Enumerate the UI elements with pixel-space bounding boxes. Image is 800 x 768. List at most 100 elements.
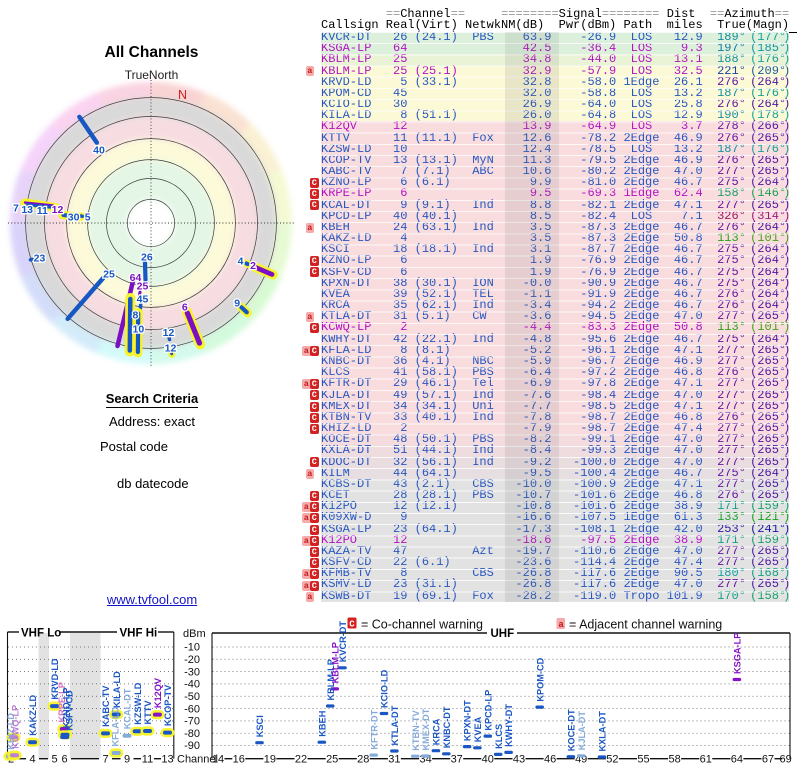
svg-text:KLCS: KLCS xyxy=(494,724,504,749)
svg-text:26: 26 xyxy=(141,252,153,264)
svg-text:-20: -20 xyxy=(184,654,200,666)
svg-text:69: 69 xyxy=(779,753,791,765)
svg-text:64: 64 xyxy=(731,753,743,765)
svg-text:KFTR-DT: KFTR-DT xyxy=(369,709,379,749)
svg-text:11: 11 xyxy=(142,753,153,765)
svg-text:KBEH: KBEH xyxy=(317,710,327,736)
svg-text:KRPE-LP: KRPE-LP xyxy=(57,682,67,722)
svg-text:7: 7 xyxy=(13,203,19,215)
svg-text:4: 4 xyxy=(29,753,35,765)
svg-text:43: 43 xyxy=(513,753,525,765)
svg-text:KBLM-LP: KBLM-LP xyxy=(330,642,340,683)
svg-text:55: 55 xyxy=(637,753,649,765)
svg-text:KTLA-DT: KTLA-DT xyxy=(390,705,400,745)
svg-text:6: 6 xyxy=(61,753,67,765)
svg-text:30: 30 xyxy=(68,211,80,223)
svg-text:25: 25 xyxy=(137,281,149,293)
svg-text:12: 12 xyxy=(52,204,64,216)
svg-text:KHIZ-LD: KHIZ-LD xyxy=(6,713,16,750)
svg-text:Channel: Channel xyxy=(177,754,218,766)
svg-text:KCAL-DT: KCAL-DT xyxy=(123,688,133,729)
svg-text:58: 58 xyxy=(668,753,680,765)
svg-text:9: 9 xyxy=(124,753,130,765)
svg-text:KABC-TV: KABC-TV xyxy=(101,685,111,727)
svg-text:KCWQ-LP: KCWQ-LP xyxy=(11,705,21,749)
svg-text:25: 25 xyxy=(103,269,115,281)
svg-text:46: 46 xyxy=(544,753,556,765)
svg-text:4: 4 xyxy=(238,256,244,268)
svg-text:UHF: UHF xyxy=(491,628,515,640)
svg-text:KRVD-LD: KRVD-LD xyxy=(50,658,60,700)
svg-text:40: 40 xyxy=(482,753,494,765)
svg-text:40: 40 xyxy=(93,145,105,157)
svg-text:25: 25 xyxy=(326,753,338,765)
svg-text:KFLA-LD: KFLA-LD xyxy=(110,706,120,746)
svg-text:10: 10 xyxy=(133,324,145,336)
svg-text:KNBC-DT: KNBC-DT xyxy=(442,706,452,748)
svg-text:KTTV: KTTV xyxy=(143,700,153,725)
svg-text:KCIO-LD: KCIO-LD xyxy=(380,669,390,708)
svg-text:KSGA-LP: KSGA-LP xyxy=(733,633,743,674)
svg-text:K12QV: K12QV xyxy=(153,677,163,708)
svg-text:-60: -60 xyxy=(184,703,200,715)
svg-text:KVCR-DT: KVCR-DT xyxy=(338,621,348,663)
svg-text:KILA-LD: KILA-LD xyxy=(112,671,122,708)
svg-text:KSFV-CD: KSFV-CD xyxy=(64,690,74,731)
svg-text:-70: -70 xyxy=(184,716,200,728)
svg-text:KWHY-DT: KWHY-DT xyxy=(504,704,514,747)
svg-text:22: 22 xyxy=(295,753,307,765)
svg-text:23: 23 xyxy=(34,253,46,265)
svg-text:45: 45 xyxy=(137,294,149,306)
svg-text:12: 12 xyxy=(163,327,175,339)
svg-text:6: 6 xyxy=(182,301,188,313)
svg-text:KBLM-LP: KBLM-LP xyxy=(326,659,336,700)
svg-text:2: 2 xyxy=(250,260,256,272)
svg-text:7: 7 xyxy=(102,753,108,765)
svg-text:5: 5 xyxy=(85,212,91,224)
svg-text:14: 14 xyxy=(212,753,224,765)
svg-text:KSCI: KSCI xyxy=(255,715,265,737)
svg-text:= Adjacent channel warning: = Adjacent channel warning xyxy=(569,618,722,632)
svg-text:VHF Lo: VHF Lo xyxy=(21,628,61,640)
svg-text:-10: -10 xyxy=(184,642,200,654)
svg-text:52: 52 xyxy=(606,753,618,765)
svg-text:VHF Hi: VHF Hi xyxy=(120,628,158,640)
svg-text:KPOM-CD: KPOM-CD xyxy=(535,657,545,701)
svg-text:12: 12 xyxy=(165,342,177,354)
svg-text:KAKZ-LD: KAKZ-LD xyxy=(28,695,38,736)
svg-text:-90: -90 xyxy=(184,740,200,752)
svg-text:KPXN-DT: KPXN-DT xyxy=(463,700,473,741)
svg-text:5: 5 xyxy=(51,753,57,765)
svg-text:31: 31 xyxy=(388,753,400,765)
svg-text:-40: -40 xyxy=(184,679,200,691)
svg-text:64: 64 xyxy=(130,272,142,284)
svg-text:a: a xyxy=(558,620,564,630)
svg-text:13: 13 xyxy=(161,753,173,765)
svg-text:8: 8 xyxy=(132,310,138,322)
svg-text:KJLA-DT: KJLA-DT xyxy=(577,711,587,751)
svg-text:KMEX-DT: KMEX-DT xyxy=(421,708,431,750)
svg-text:KZNO-LP: KZNO-LP xyxy=(61,687,71,728)
svg-text:11: 11 xyxy=(37,205,48,217)
svg-text:13: 13 xyxy=(21,204,33,216)
svg-text:KTBN-TV: KTBN-TV xyxy=(411,710,421,751)
svg-text:KVEA: KVEA xyxy=(473,716,483,742)
svg-text:28: 28 xyxy=(357,753,369,765)
svg-text:-80: -80 xyxy=(184,728,200,740)
svg-text:KXLA-DT: KXLA-DT xyxy=(598,711,608,752)
svg-text:KPCD-LP: KPCD-LP xyxy=(483,690,493,731)
svg-text:16: 16 xyxy=(233,753,245,765)
svg-text:KOCE-DT: KOCE-DT xyxy=(567,709,577,751)
svg-text:C: C xyxy=(349,620,355,630)
svg-text:-50: -50 xyxy=(184,691,200,703)
svg-text:-30: -30 xyxy=(184,666,200,678)
svg-text:37: 37 xyxy=(451,753,463,765)
svg-text:KZSW-LD: KZSW-LD xyxy=(133,682,143,725)
svg-text:9: 9 xyxy=(234,298,240,310)
svg-text:= Co-channel warning: = Co-channel warning xyxy=(361,618,483,632)
svg-text:dBm: dBm xyxy=(183,628,206,640)
svg-text:67: 67 xyxy=(762,753,774,765)
svg-text:KRCA: KRCA xyxy=(432,718,442,745)
svg-text:N: N xyxy=(178,88,187,102)
svg-text:KCOP-TV: KCOP-TV xyxy=(163,684,173,726)
